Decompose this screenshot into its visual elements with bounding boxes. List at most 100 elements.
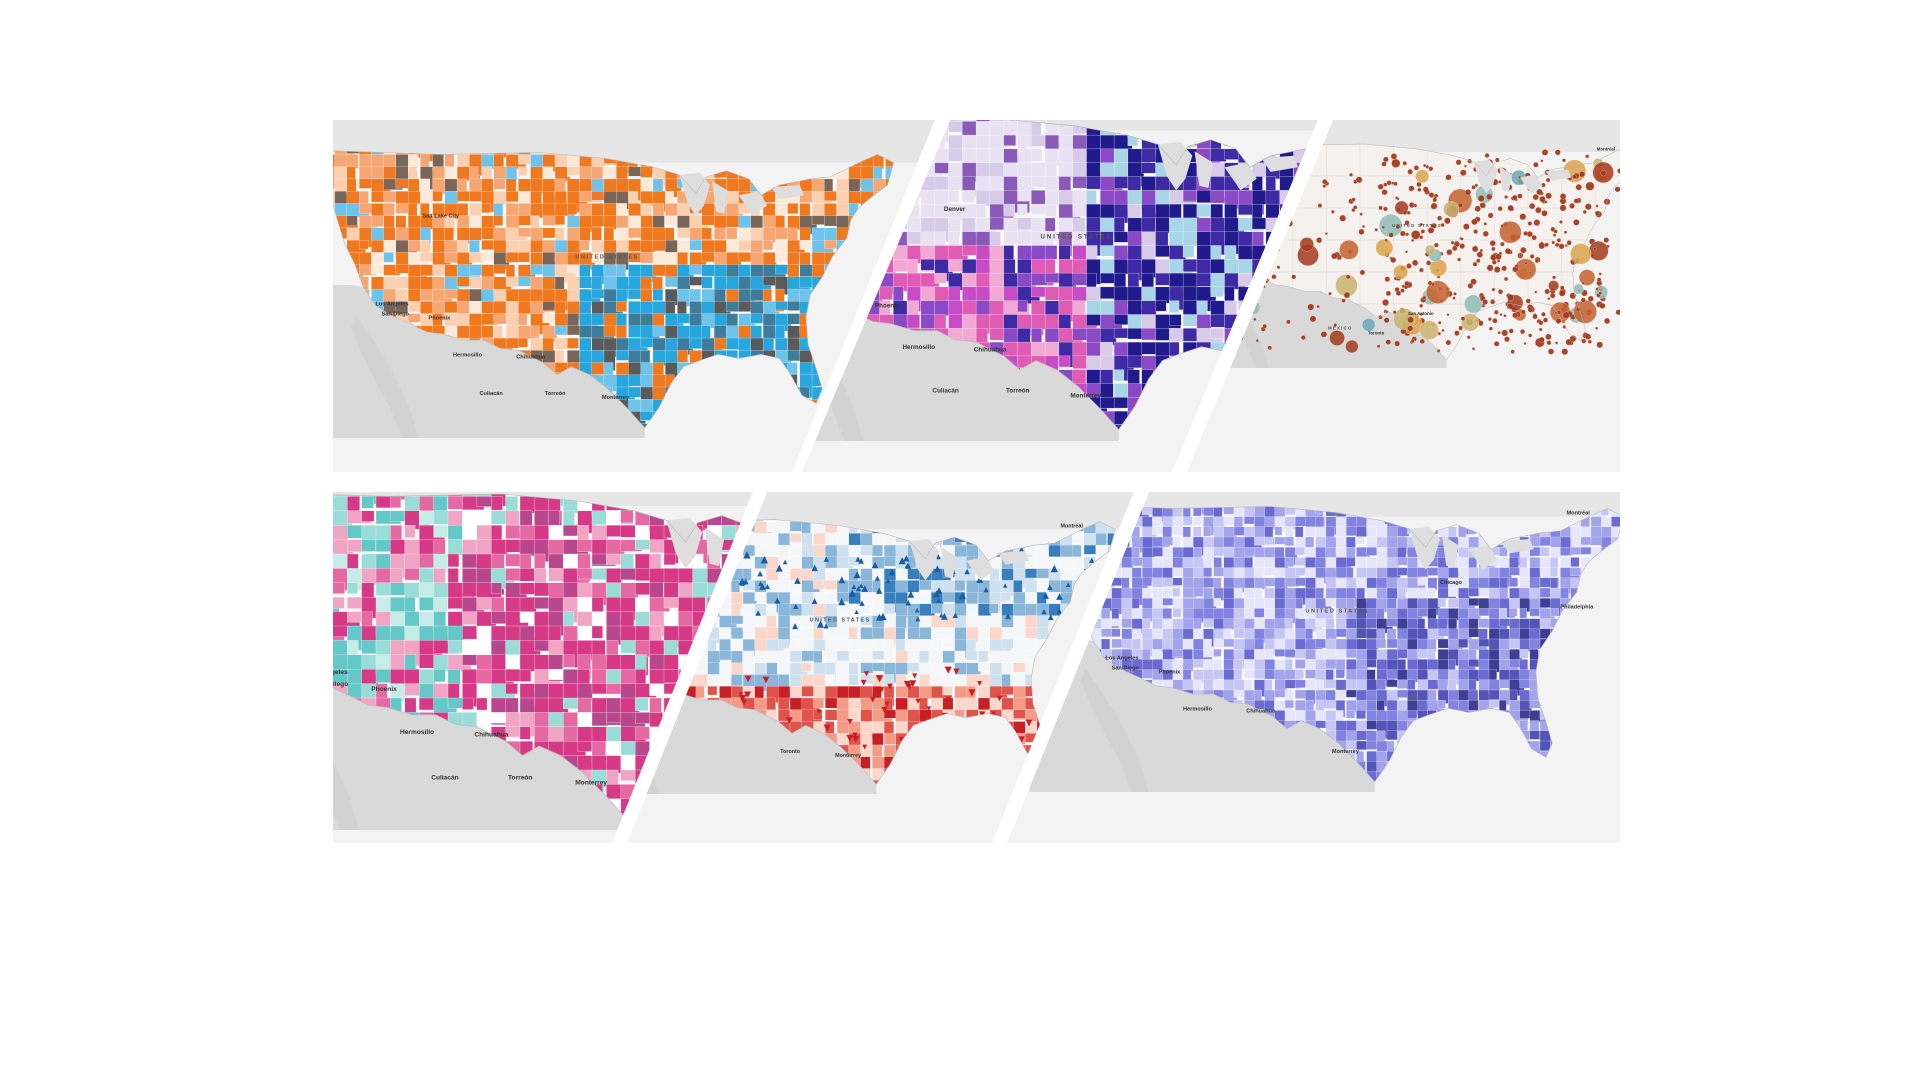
county-cell [318,482,332,500]
county-cell [635,697,649,711]
county-cell [505,496,518,513]
symbol-dot [1548,280,1559,292]
county-cell [801,650,814,662]
county-cell [649,697,662,713]
symbol-dot [1486,193,1493,200]
symbol-dot [1353,205,1358,210]
symbol-dot [1487,317,1492,322]
county-cell [347,611,362,623]
symbol-dot [1595,287,1599,291]
county-cell [652,313,665,328]
county-cell [1044,217,1056,232]
label-us: UNITED STATES [1392,223,1442,228]
symbol-dot [1428,166,1434,172]
county-cell [554,215,565,225]
label-mty: Monterrey [575,779,607,786]
county-cell [1031,148,1043,162]
county-cell [591,625,603,639]
symbol-dot [1535,259,1540,264]
symbol-dot [1450,240,1455,245]
symbol-dot [1437,215,1443,221]
label-tor: Toronto [1368,330,1385,335]
county-cell [290,511,308,523]
symbol-dot [1476,251,1483,258]
county-cell [567,337,579,349]
county-cell [361,539,376,552]
symbol-dot [1541,210,1548,217]
county-cell [246,784,263,809]
county-cell [554,325,567,335]
county-cell [652,276,663,291]
symbol-dot [1343,291,1351,299]
county-cell [505,178,517,193]
label-tor: Torreón [1006,388,1030,395]
county-cell [304,597,327,620]
symbol-dot [1507,294,1514,301]
county-cell [491,582,502,594]
county-cell [906,314,920,329]
county-cell [563,492,580,494]
county-cell [232,784,250,802]
symbol-dot [1453,292,1457,296]
county-cell [333,288,335,305]
symbol-dot [1392,310,1397,314]
symbol-dot [1339,240,1359,260]
county-cell [1266,108,1283,119]
label-chi: Chihuahua [516,354,546,360]
symbol-dot [1445,339,1452,346]
county-cell [310,154,324,174]
symbol-dot [1477,195,1485,202]
symbol-dot [1406,210,1411,215]
symbol-dot [1443,201,1460,218]
county-cell [261,597,280,609]
county-cell [246,640,264,655]
symbol-dot [1527,221,1533,226]
symbol-dot [1407,325,1414,332]
county-cell [383,252,394,263]
county-cell [304,496,329,521]
county-cell [754,533,767,547]
symbol-dot [1588,241,1609,261]
county-cell [371,215,384,227]
symbol-dot [1391,158,1401,168]
symbol-dot [1419,320,1439,340]
county-cell [261,568,288,581]
county-cell [813,674,826,686]
symbol-dot [1504,195,1508,199]
county-cell [232,525,257,545]
symbol-dot [1579,171,1586,178]
county-cell [848,674,859,686]
county-cell [750,239,763,253]
county-cell [1225,108,1240,118]
county-cell [261,727,277,750]
county-cell [591,553,609,566]
symbol-dot [1494,309,1499,315]
county-cell [290,741,311,757]
county-cell [246,741,272,768]
county-cell [447,553,460,568]
county-cell [1251,203,1263,219]
county-cell [261,698,273,720]
symbol-dot [1538,320,1544,326]
symbol-dot [1460,237,1464,241]
county-cell [505,525,521,539]
symbol-dot [1558,290,1566,297]
symbol-dot [1541,149,1549,156]
county-cell [1044,162,1057,179]
county-cell [476,669,493,684]
county-cell [1169,314,1182,326]
symbol-dot [1581,338,1587,344]
symbol-dot [1498,180,1502,184]
symbol-dot [1383,317,1390,323]
county-cell [310,277,328,291]
symbol-dot [1546,340,1552,346]
symbol-dot [1385,290,1392,297]
symbol-dot [1464,294,1483,314]
symbol-dot [1377,183,1384,190]
county-cell [1182,314,1197,327]
county-cell [275,482,296,505]
symbol-dot [1422,186,1429,193]
county-cell [707,686,718,696]
county-cell [246,684,257,701]
symbol-dot [1471,245,1479,253]
